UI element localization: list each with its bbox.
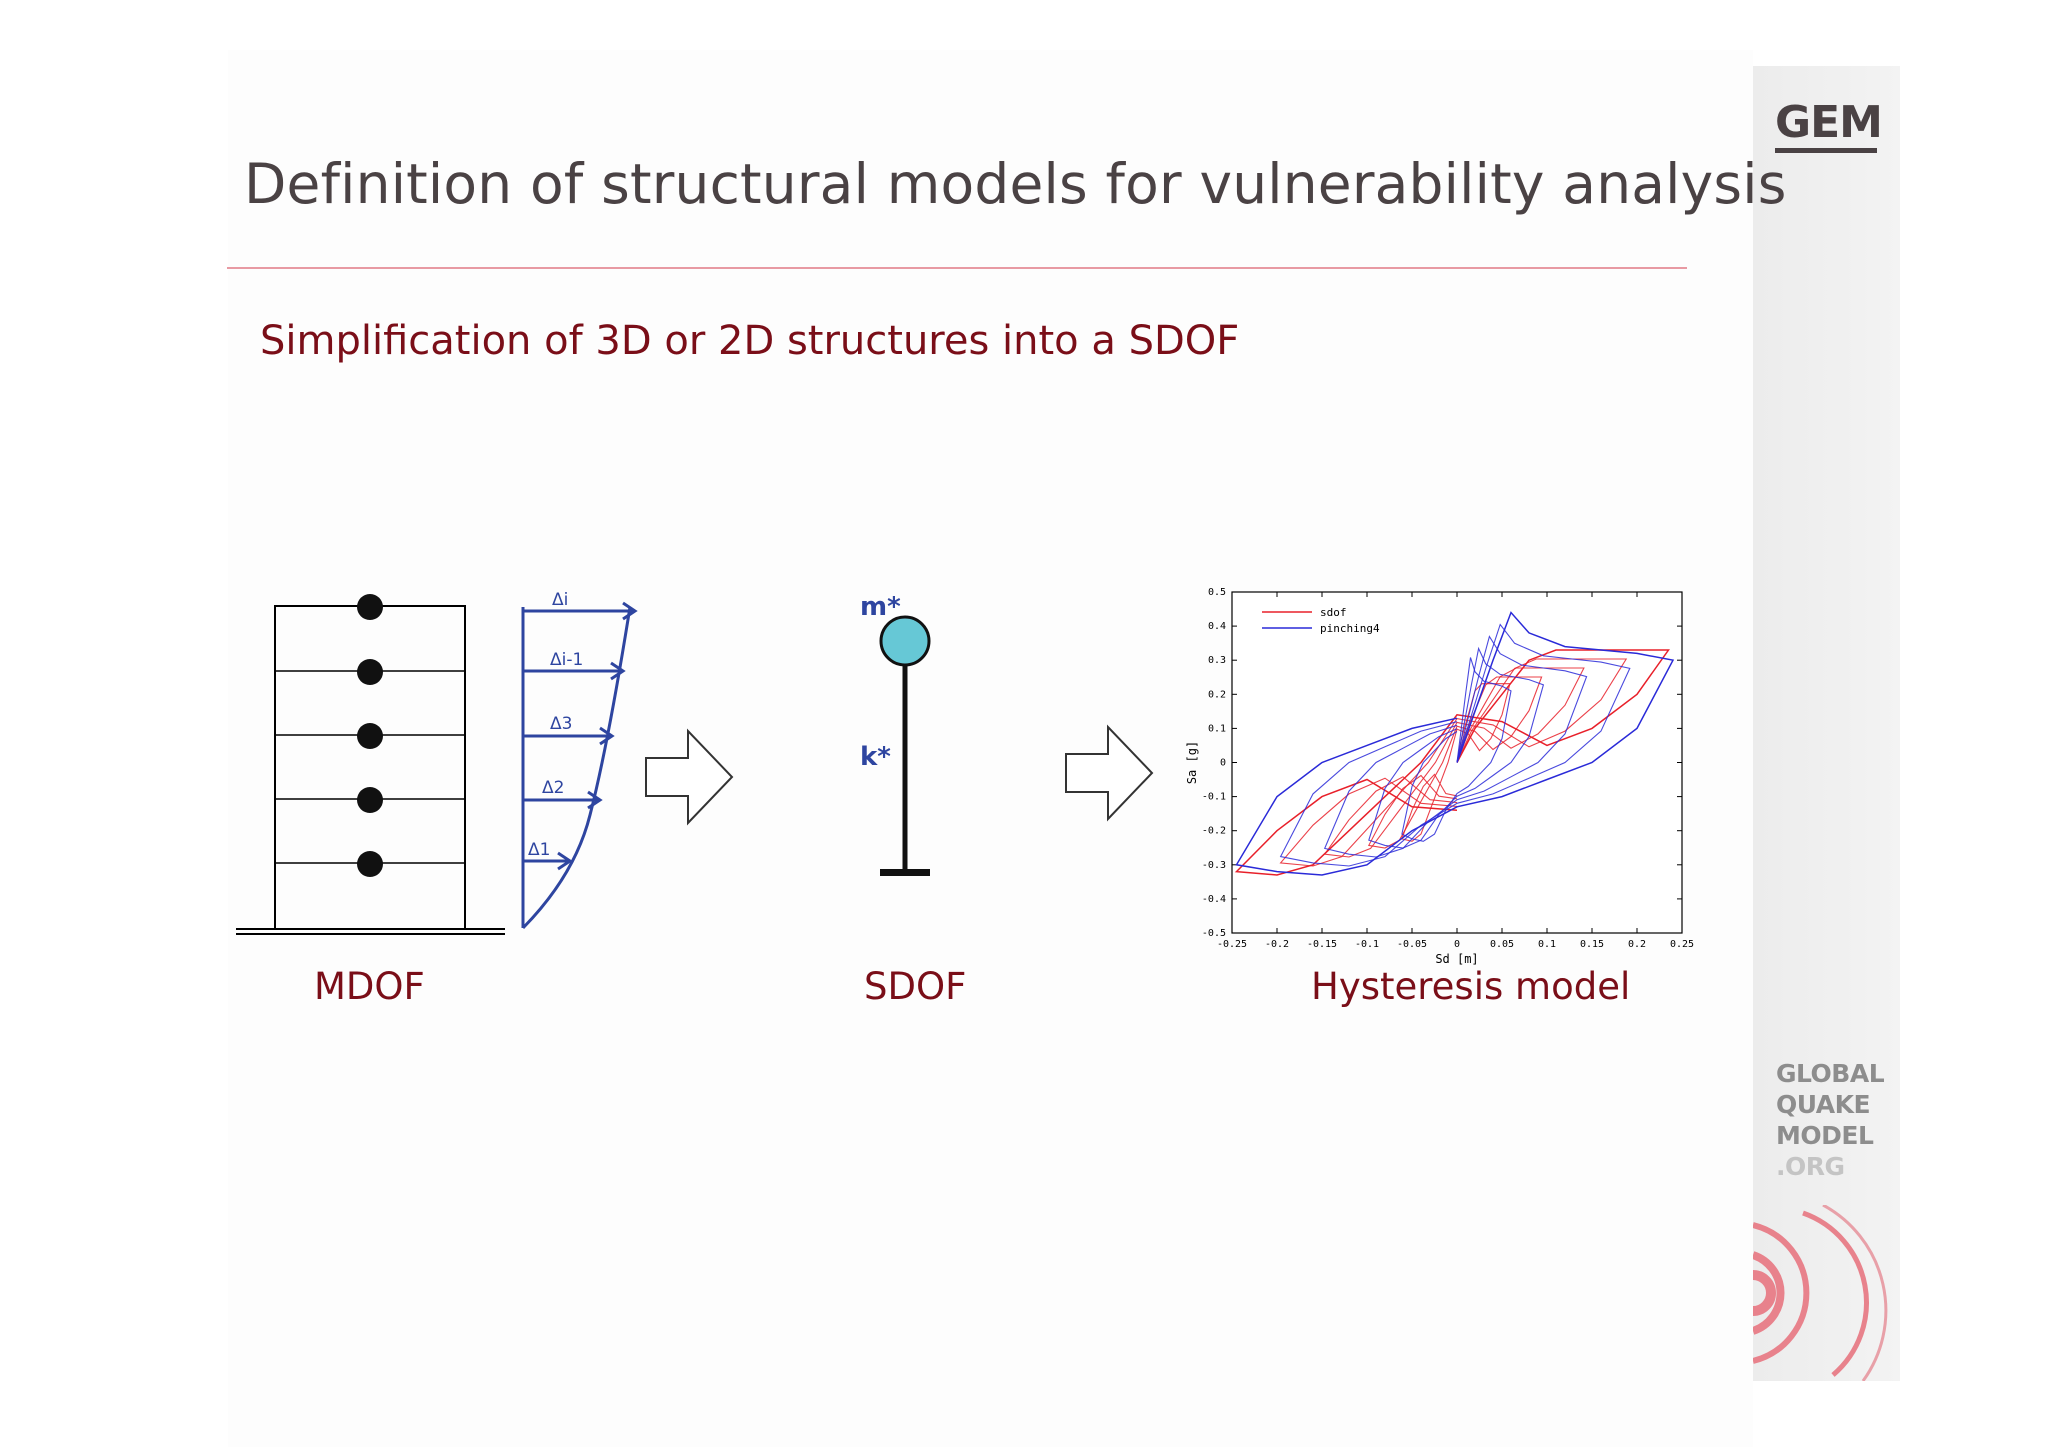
delta-label-1: Δ1 — [528, 840, 550, 860]
x-tick-label: 0.2 — [1628, 939, 1646, 950]
right-arrow-icon — [1065, 724, 1154, 822]
sdof-diagram: m* k* — [860, 592, 931, 876]
mass-label: m* — [860, 592, 901, 622]
y-tick-label: -0.2 — [1202, 826, 1226, 837]
mdof-diagram: Δi Δi-1 Δ3 Δ2 Δ1 — [236, 590, 638, 935]
floor-mass — [357, 787, 383, 813]
sdof-caption: SDOF — [864, 965, 967, 1008]
displacement-profile-curve — [521, 606, 632, 930]
right-arrow-icon — [645, 728, 734, 826]
right-sidebar — [1753, 66, 1900, 1381]
y-tick-label: 0.5 — [1208, 587, 1226, 598]
arrowhead — [599, 726, 615, 746]
arrowhead — [622, 601, 638, 621]
series-cycle-sdof — [1401, 683, 1511, 842]
logo-word-global: GLOBAL — [1776, 1059, 1885, 1088]
x-tick-label: 0.25 — [1670, 939, 1694, 950]
y-tick-label: 0 — [1220, 758, 1226, 769]
concentric-rings-icon — [1753, 1205, 1888, 1381]
delta-label-i: Δi — [552, 590, 568, 610]
floor-mass — [357, 723, 383, 749]
delta-label-i-1: Δi-1 — [550, 650, 583, 670]
building-frame — [274, 605, 466, 930]
delta-label-3: Δ3 — [550, 714, 572, 734]
arrowhead — [610, 661, 626, 681]
x-tick-label: 0.15 — [1580, 939, 1604, 950]
series-cycle-pinching4 — [1279, 623, 1631, 867]
legend-label-sdof: sdof — [1320, 606, 1347, 619]
y-tick-label: 0.1 — [1208, 723, 1226, 734]
series-cycle-pinching4 — [1323, 635, 1588, 858]
series-cycle-sdof — [1279, 658, 1628, 867]
slide-subtitle: Simplification of 3D or 2D structures in… — [260, 318, 1240, 364]
x-tick-label: -0.1 — [1355, 939, 1379, 950]
stiffness-label: k* — [860, 742, 891, 772]
floor-mass — [357, 659, 383, 685]
sdof-base — [880, 869, 930, 876]
hysteresis-caption: Hysteresis model — [1311, 965, 1631, 1008]
legend-label-pinching4: pinching4 — [1320, 622, 1380, 635]
mdof-caption: MDOF — [314, 965, 425, 1008]
x-tick-label: 0.1 — [1538, 939, 1556, 950]
title-divider — [227, 267, 1687, 269]
slide-title: Definition of structural models for vuln… — [244, 152, 1787, 216]
delta-label-2: Δ2 — [542, 778, 564, 798]
y-tick-label: -0.4 — [1202, 894, 1226, 905]
series-cycle-pinching4 — [1401, 657, 1512, 842]
series-cycle-pinching4 — [1368, 646, 1545, 849]
arrowhead — [557, 851, 573, 871]
series-line-sdof — [1234, 649, 1670, 876]
y-axis-label: Sa [g] — [1185, 741, 1199, 784]
logo-word-org: .ORG — [1776, 1152, 1845, 1181]
floor-mass — [357, 594, 383, 620]
hysteresis-chart: -0.25 -0.2 -0.15 -0.1 -0.05 0 0.05 0.1 0.15 0.2 0.… — [1185, 587, 1694, 966]
x-tick-label: -0.05 — [1397, 939, 1427, 950]
y-tick-label: 0.3 — [1208, 655, 1226, 666]
logo-word-model: MODEL — [1776, 1121, 1874, 1150]
x-tick-label: 0 — [1454, 939, 1460, 950]
logo-word-quake: QUAKE — [1776, 1090, 1871, 1119]
gem-logo: GEM — [1775, 98, 1883, 153]
y-tick-label: -0.3 — [1202, 860, 1226, 871]
series-line-pinching4 — [1235, 611, 1675, 876]
y-tick-label: -0.5 — [1202, 928, 1226, 939]
x-tick-label: -0.2 — [1265, 939, 1289, 950]
y-tick-label: 0.2 — [1208, 689, 1226, 700]
floor-mass — [357, 851, 383, 877]
x-tick-label: 0.05 — [1490, 939, 1514, 950]
sdof-mass — [879, 615, 931, 667]
arrowhead — [587, 790, 603, 810]
global-quake-model-logo: GLOBAL QUAKE MODEL .ORG — [1776, 1058, 1896, 1182]
x-tick-label: -0.15 — [1307, 939, 1337, 950]
y-tick-label: 0.4 — [1208, 621, 1226, 632]
x-axis-label: Sd [m] — [1435, 952, 1478, 966]
series-cycle-sdof — [1323, 667, 1585, 858]
series-cycle-sdof — [1367, 676, 1543, 849]
x-tick-label: -0.25 — [1217, 939, 1247, 950]
y-tick-label: -0.1 — [1202, 792, 1226, 803]
